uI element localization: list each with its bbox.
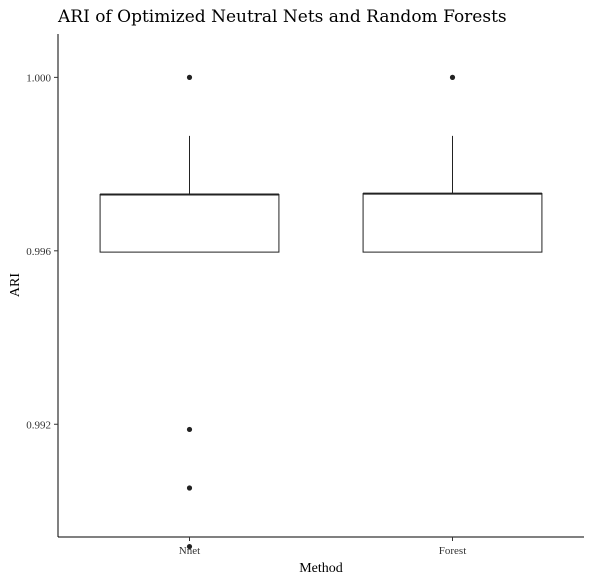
outlier-point — [449, 74, 456, 80]
y-tick-label: 0.996 — [26, 246, 51, 258]
x-tick-label: Nnet — [179, 545, 200, 557]
outlier-point — [186, 74, 193, 80]
outlier-point — [186, 543, 193, 550]
y-axis-title: ARI — [8, 273, 23, 297]
x-axis-title: Method — [299, 561, 343, 576]
box-group-nnet — [99, 74, 280, 550]
box — [362, 193, 543, 253]
box — [99, 193, 280, 253]
outlier-point — [186, 426, 193, 433]
y-tick-label: 1.000 — [26, 72, 51, 84]
y-axis-ticks: 0.992 0.996 1.000 — [26, 72, 58, 431]
plot-area: 0.992 0.996 1.000 Nnet Forest — [26, 34, 584, 557]
chart-title: ARI of Optimized Neutral Nets and Random… — [57, 7, 507, 27]
box-group-forest — [362, 74, 543, 253]
outlier-point — [186, 485, 193, 491]
x-axis-ticks: Nnet Forest — [179, 537, 466, 557]
x-tick-label: Forest — [439, 545, 467, 557]
y-tick-label: 0.992 — [26, 419, 51, 431]
boxes — [99, 74, 543, 550]
